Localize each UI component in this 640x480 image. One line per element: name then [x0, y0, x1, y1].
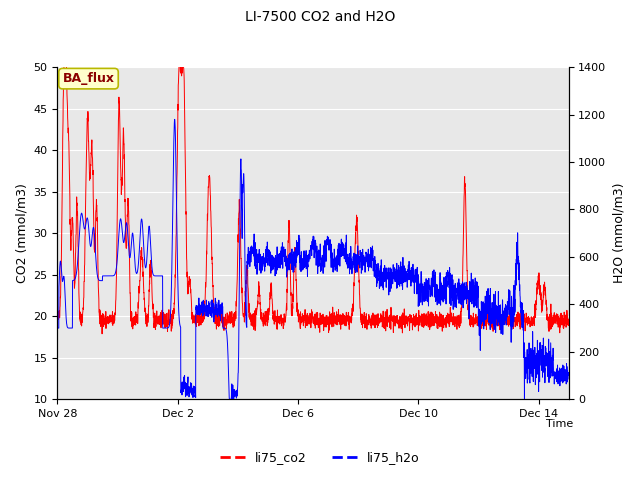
- Text: BA_flux: BA_flux: [63, 72, 115, 85]
- X-axis label: Time: Time: [547, 419, 573, 429]
- Text: LI-7500 CO2 and H2O: LI-7500 CO2 and H2O: [245, 10, 395, 24]
- Y-axis label: CO2 (mmol/m3): CO2 (mmol/m3): [15, 183, 28, 283]
- Y-axis label: H2O (mmol/m3): H2O (mmol/m3): [612, 183, 625, 284]
- Legend: li75_co2, li75_h2o: li75_co2, li75_h2o: [215, 446, 425, 469]
